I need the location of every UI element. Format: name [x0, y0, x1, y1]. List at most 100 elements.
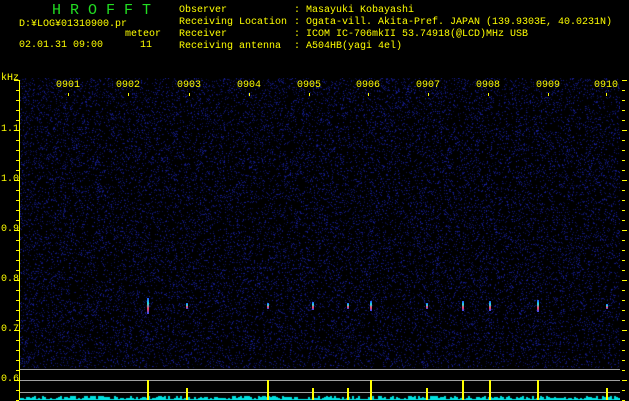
time-tick: [548, 93, 549, 96]
observer-value: Masayuki Kobayashi: [306, 5, 415, 16]
time-tick: [189, 93, 190, 96]
y-unit-label: kHz: [1, 73, 20, 84]
meteor-echo: [147, 298, 149, 314]
grid-line: [20, 380, 620, 381]
meteor-count-bar: [186, 388, 188, 400]
y-tick-label: 0.7: [1, 324, 20, 335]
meteor-echo: [312, 302, 314, 310]
meteor-echo: [606, 303, 608, 309]
time-tick-label: 0905: [297, 80, 322, 91]
y-tick: [16, 140, 19, 141]
y-tick: [622, 160, 625, 161]
y-tick: [622, 150, 625, 151]
y-tick: [14, 280, 20, 281]
y-tick: [16, 250, 19, 251]
y-tick-label: 0.8: [1, 274, 20, 285]
meteor-count-bar: [537, 380, 539, 400]
y-tick: [16, 90, 19, 91]
y-tick: [16, 310, 19, 311]
y-tick: [14, 80, 20, 81]
y-tick: [16, 100, 19, 101]
observer-label: Observer: [179, 5, 228, 16]
y-tick: [14, 230, 20, 231]
meteor-count: 11: [140, 40, 153, 51]
y-tick: [16, 370, 19, 371]
grid-line: [20, 392, 620, 393]
y-tick: [16, 340, 19, 341]
file-name: D:¥LOG¥01310900.pr: [19, 19, 128, 30]
y-tick: [16, 190, 19, 191]
meteor-count-bar: [347, 388, 349, 400]
y-tick: [622, 300, 625, 301]
receiver-label: Receiver: [179, 29, 228, 40]
time-tick-label: 0906: [356, 80, 381, 91]
y-tick: [622, 330, 627, 331]
meteor-echo: [462, 301, 464, 311]
y-tick: [16, 390, 19, 391]
meteor-echo: [347, 303, 349, 309]
time-tick: [368, 93, 369, 96]
meteor-echo: [370, 301, 372, 311]
antenna-label: Receiving antenna: [179, 41, 282, 52]
y-tick: [622, 230, 627, 231]
y-tick: [622, 110, 625, 111]
meteor-count-bar: [312, 388, 314, 400]
y-tick: [622, 200, 625, 201]
y-tick: [16, 350, 19, 351]
time-tick: [488, 93, 489, 96]
y-tick: [622, 320, 625, 321]
antenna-row: Receiving antenna: A504HB(yagi 4el): [179, 41, 403, 52]
time-tick-label: 0902: [116, 80, 141, 91]
y-axis: [19, 80, 20, 400]
meteor-count-bar: [489, 380, 491, 400]
y-tick: [16, 320, 19, 321]
datetime: 02.01.31 09:00: [19, 40, 104, 51]
y-tick: [622, 220, 625, 221]
y-tick: [16, 110, 19, 111]
meteor-count-bar: [267, 380, 269, 400]
receiver-value: ICOM IC-706mkII 53.74918(@LCD)MHz USB: [306, 29, 529, 40]
y-tick: [622, 280, 627, 281]
meteor-echo: [489, 301, 491, 311]
y-tick: [622, 310, 625, 311]
y-tick: [622, 380, 627, 381]
y-tick: [622, 170, 625, 171]
y-tick: [16, 240, 19, 241]
y-tick: [16, 220, 19, 221]
meteor-count-bar: [426, 388, 428, 400]
time-tick-label: 0907: [416, 80, 441, 91]
time-tick-label: 0903: [177, 80, 202, 91]
y-tick: [622, 190, 625, 191]
app-title: H R O F F T: [52, 2, 152, 19]
y-tick: [622, 260, 625, 261]
time-tick: [68, 93, 69, 96]
grid-line: [20, 369, 620, 370]
y-tick-label: 1.0: [1, 174, 20, 185]
meteor-echo: [267, 303, 269, 309]
y-tick: [16, 160, 19, 161]
y-tick: [622, 240, 625, 241]
meteor-count-bar: [462, 380, 464, 400]
y-tick: [622, 350, 625, 351]
y-tick-label: 0.6: [1, 374, 20, 385]
spectrogram-noise: [20, 78, 620, 400]
time-tick: [606, 93, 607, 96]
time-tick-label: 0904: [237, 80, 262, 91]
time-tick-label: 0901: [56, 80, 81, 91]
y-tick: [622, 140, 625, 141]
meteor-count-bar: [606, 388, 608, 400]
y-tick: [14, 380, 20, 381]
observer-row: Observer: Masayuki Kobayashi: [179, 5, 415, 16]
y-tick-label: 0.9: [1, 224, 20, 235]
y-tick: [16, 290, 19, 291]
meteor-label: meteor: [125, 29, 162, 40]
y-tick: [16, 170, 19, 171]
y-tick: [622, 390, 625, 391]
meteor-count-bar: [147, 380, 149, 400]
time-tick-label: 0910: [594, 80, 619, 91]
y-tick: [14, 180, 20, 181]
info-panel: Observer: Masayuki Kobayashi Receiving Lo…: [179, 5, 612, 53]
y-tick: [622, 290, 625, 291]
y-tick: [16, 270, 19, 271]
y-tick: [622, 100, 625, 101]
